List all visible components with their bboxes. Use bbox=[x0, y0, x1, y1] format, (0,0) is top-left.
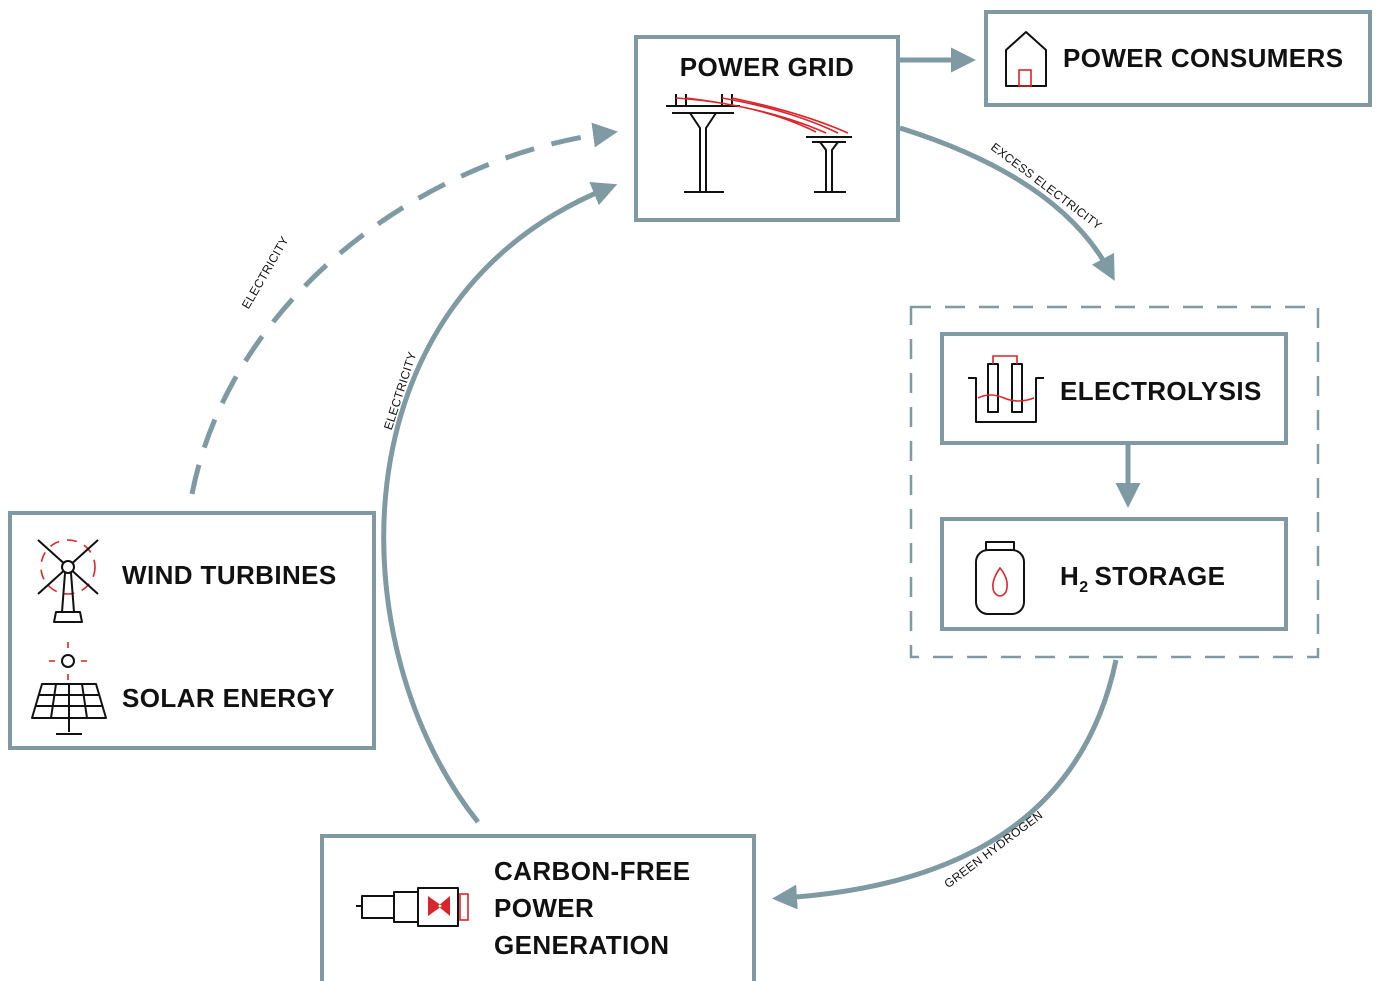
node-label: POWER GRID bbox=[680, 52, 854, 82]
edge-label: EXCESS ELECTRICITY bbox=[988, 140, 1105, 233]
node-box bbox=[940, 517, 1288, 631]
arrow-generation-grid bbox=[381, 182, 618, 824]
node-label: H2 STORAGE bbox=[1060, 561, 1225, 596]
edge-label: ELECTRICITY bbox=[239, 234, 292, 311]
node-box bbox=[634, 35, 900, 222]
pylon-icon bbox=[666, 94, 852, 193]
node-label: POWER CONSUMERS bbox=[1063, 43, 1343, 73]
tank-icon bbox=[975, 541, 1025, 615]
node-label: POWER bbox=[494, 893, 594, 923]
node-box bbox=[8, 511, 376, 750]
node-label: GENERATION bbox=[494, 930, 669, 960]
electrolysis-icon bbox=[968, 355, 1044, 423]
node-box bbox=[984, 10, 1372, 107]
node-label: SOLAR ENERGY bbox=[122, 683, 335, 713]
node-label: WIND TURBINES bbox=[122, 560, 337, 590]
label-part: H bbox=[1060, 561, 1079, 591]
turbine-icon bbox=[356, 887, 469, 927]
label-part: STORAGE bbox=[1095, 561, 1226, 591]
wind-icon bbox=[37, 539, 99, 623]
edge-label: GREEN HYDROGEN bbox=[942, 808, 1046, 891]
arrow-excess bbox=[899, 125, 1115, 281]
node-box bbox=[940, 332, 1288, 445]
hydrogen-group bbox=[909, 305, 1320, 659]
house-icon bbox=[1005, 31, 1047, 87]
label-subscript: 2 bbox=[1079, 579, 1088, 596]
node-label: CARBON-FREE bbox=[494, 856, 691, 886]
solar-icon bbox=[31, 642, 107, 735]
arrow-renewables-grid bbox=[189, 122, 618, 495]
arrow-hydrogen bbox=[772, 659, 1119, 910]
node-label: ELECTROLYSIS bbox=[1060, 376, 1262, 406]
